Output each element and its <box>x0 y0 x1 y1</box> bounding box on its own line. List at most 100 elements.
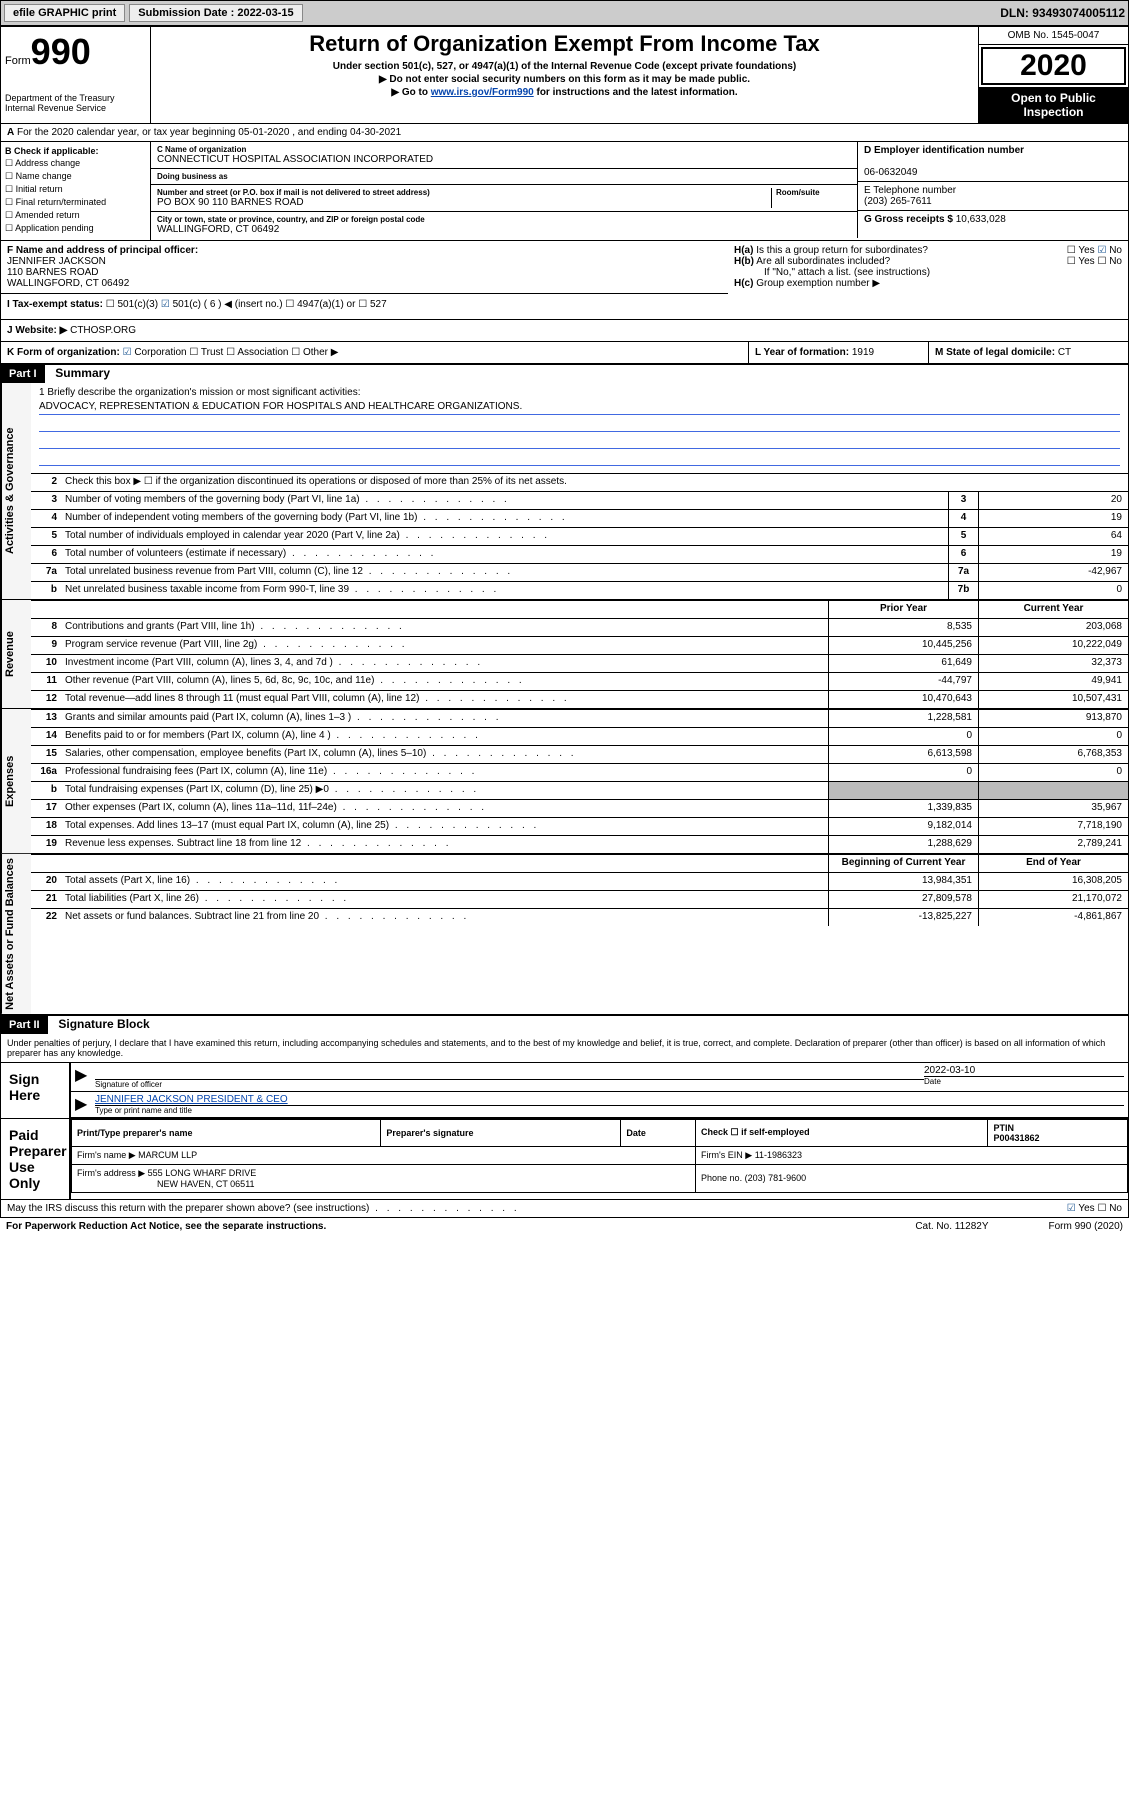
line-10: 10Investment income (Part VIII, column (… <box>31 654 1128 672</box>
note2-pre: Go to <box>402 87 431 98</box>
submission-date: 2022-03-15 <box>237 7 293 19</box>
line-9: 9Program service revenue (Part VIII, lin… <box>31 636 1128 654</box>
part1-title: Summary <box>47 366 110 380</box>
form-footer: Form 990 (2020) <box>1049 1221 1123 1232</box>
side-netassets: Net Assets or Fund Balances <box>1 854 31 1014</box>
arrow-icon: ▶ <box>75 1065 95 1089</box>
officer-addr2: WALLINGFORD, CT 06492 <box>7 278 129 289</box>
middle-block: F Name and address of principal officer:… <box>1 241 1128 320</box>
col-date: Date <box>621 1119 696 1146</box>
hb-yes[interactable]: Yes <box>1067 256 1095 267</box>
mission-blank3 <box>39 452 1120 466</box>
checkbox-application-pending[interactable]: Application pending <box>5 223 146 234</box>
cat-no: Cat. No. 11282Y <box>915 1221 988 1232</box>
phone-label: E Telephone number <box>864 185 956 196</box>
summary-expenses: Expenses 13Grants and similar amounts pa… <box>1 708 1128 853</box>
header-mid: Return of Organization Exempt From Incom… <box>151 27 978 123</box>
checkbox-initial-return[interactable]: Initial return <box>5 184 146 195</box>
room-label: Room/suite <box>776 188 851 197</box>
website-note: Go to www.irs.gov/Form990 for instructio… <box>155 87 974 98</box>
opt-501c3[interactable]: 501(c)(3) <box>106 299 158 310</box>
tax-status-label: I Tax-exempt status: <box>7 299 103 310</box>
discuss-yes[interactable]: Yes <box>1067 1203 1095 1214</box>
form-title: Return of Organization Exempt From Incom… <box>155 31 974 57</box>
opt-trust[interactable]: Trust <box>189 347 223 358</box>
open-inspection: Open to Public Inspection <box>979 87 1128 123</box>
dept-treasury: Department of the Treasury Internal Reve… <box>5 93 146 113</box>
dln-label: DLN: <box>1000 6 1029 20</box>
col-preparer-name: Print/Type preparer's name <box>72 1119 381 1146</box>
checkbox-address-change[interactable]: Address change <box>5 158 146 169</box>
hb-no[interactable]: No <box>1097 256 1122 267</box>
opt-527[interactable]: 527 <box>358 299 386 310</box>
line-7a: 7aTotal unrelated business revenue from … <box>31 563 1128 581</box>
irs-link[interactable]: www.irs.gov/Form990 <box>431 87 534 98</box>
line-18: 18Total expenses. Add lines 13–17 (must … <box>31 817 1128 835</box>
section-l: L Year of formation: 1919 <box>748 342 928 363</box>
part1-header: Part I <box>1 365 45 383</box>
current-year-head: Current Year <box>978 601 1128 618</box>
receipts-label: G Gross receipts $ <box>864 214 953 225</box>
line-22: 22Net assets or fund balances. Subtract … <box>31 908 1128 926</box>
page-footer: For Paperwork Reduction Act Notice, see … <box>0 1218 1129 1235</box>
form-label: Form <box>5 55 31 67</box>
phone-value: (203) 265-7611 <box>864 196 932 207</box>
firm-phone-label: Phone no. <box>701 1173 742 1183</box>
efile-btn[interactable]: efile GRAPHIC print <box>4 4 125 22</box>
line-b: bNet unrelated business taxable income f… <box>31 581 1128 599</box>
form-subtitle: Under section 501(c), 527, or 4947(a)(1)… <box>155 61 974 72</box>
line-12: 12Total revenue—add lines 8 through 11 (… <box>31 690 1128 708</box>
line-16a: 16aProfessional fundraising fees (Part I… <box>31 763 1128 781</box>
officer-sig-label: Signature of officer <box>95 1079 924 1089</box>
line-a-tax-year: A For the 2020 calendar year, or tax yea… <box>1 124 1128 142</box>
line-19: 19Revenue less expenses. Subtract line 1… <box>31 835 1128 853</box>
netassets-header: Beginning of Current Year End of Year <box>31 854 1128 872</box>
arrow-icon: ▶ <box>75 1094 95 1115</box>
opt-assoc[interactable]: Association <box>226 347 288 358</box>
col-self-employed: Check ☐ if self-employed <box>696 1119 988 1146</box>
mission-blank1 <box>39 418 1120 432</box>
checkbox-name-change[interactable]: Name change <box>5 171 146 182</box>
receipts-value: 10,633,028 <box>956 214 1006 225</box>
dba-label: Doing business as <box>157 172 851 181</box>
side-expenses: Expenses <box>1 709 31 853</box>
opt-501c[interactable]: 501(c) ( 6 ) ◀ (insert no.) <box>161 299 283 310</box>
hc-text: Group exemption number ▶ <box>756 278 880 289</box>
paid-preparer-table: Print/Type preparer's name Preparer's si… <box>71 1119 1128 1193</box>
perjury-statement: Under penalties of perjury, I declare th… <box>1 1034 1128 1062</box>
summary-governance: Activities & Governance 1 Briefly descri… <box>1 383 1128 599</box>
checkbox-amended-return[interactable]: Amended return <box>5 210 146 221</box>
section-b-label: B Check if applicable: <box>5 146 99 156</box>
line-8: 8Contributions and grants (Part VIII, li… <box>31 618 1128 636</box>
domicile-label: M State of legal domicile: <box>935 347 1055 358</box>
end-year-head: End of Year <box>978 855 1128 872</box>
begin-year-head: Beginning of Current Year <box>828 855 978 872</box>
line-20: 20Total assets (Part X, line 16)13,984,3… <box>31 872 1128 890</box>
k-l-m-row: K Form of organization: Corporation Trus… <box>1 341 1128 363</box>
dln: DLN: 93493074005112 <box>1000 6 1125 20</box>
ha-no[interactable]: No <box>1097 245 1122 256</box>
ha-text: Is this a group return for subordinates? <box>756 245 928 256</box>
form-org-label: K Form of organization: <box>7 347 120 358</box>
part1-header-row: Part I Summary <box>1 363 1128 383</box>
line-4: 4Number of independent voting members of… <box>31 509 1128 527</box>
line-15: 15Salaries, other compensation, employee… <box>31 745 1128 763</box>
discuss-no[interactable]: No <box>1097 1203 1122 1214</box>
officer-printed-name[interactable]: JENNIFER JACKSON PRESIDENT & CEO <box>95 1094 1124 1105</box>
city: WALLINGFORD, CT 06492 <box>157 224 279 235</box>
date-label: Date <box>924 1076 1124 1086</box>
sig-date: 2022-03-10 <box>924 1065 1124 1076</box>
year-formation-label: L Year of formation: <box>755 347 849 358</box>
opt-other[interactable]: Other ▶ <box>291 347 338 358</box>
header-left: Form990 Department of the Treasury Inter… <box>1 27 151 123</box>
line-3: 3Number of voting members of the governi… <box>31 491 1128 509</box>
side-governance: Activities & Governance <box>1 383 31 599</box>
line-21: 21Total liabilities (Part X, line 26)27,… <box>31 890 1128 908</box>
tax-year: 2020 <box>981 47 1126 85</box>
checkbox-final-return-terminated[interactable]: Final return/terminated <box>5 197 146 208</box>
ha-yes[interactable]: Yes <box>1067 245 1095 256</box>
opt-4947[interactable]: 4947(a)(1) or <box>285 299 355 310</box>
opt-corp[interactable]: Corporation <box>123 347 187 358</box>
submission-btn[interactable]: Submission Date : 2022-03-15 <box>129 4 302 22</box>
part2-header-row: Part II Signature Block <box>1 1014 1128 1034</box>
